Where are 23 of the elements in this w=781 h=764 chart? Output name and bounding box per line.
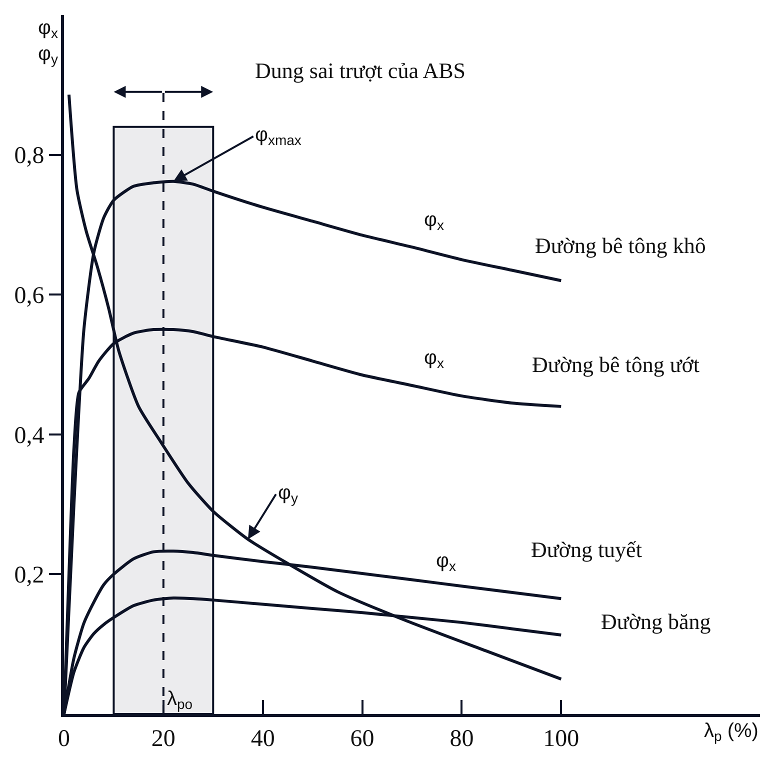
y-tick-label: 0,4 — [14, 422, 44, 449]
series-label: Đường băng — [601, 609, 711, 634]
x-tick-label: 80 — [450, 726, 474, 752]
series-label: Đường bê tông khô — [535, 233, 706, 258]
x-axis-title: λ$_{p}$ (%) — [704, 720, 758, 744]
x-tick-label: 40 — [250, 726, 275, 752]
annotation: φ$_{x}$ — [424, 347, 444, 372]
y-tick-label: 0,6 — [14, 283, 44, 309]
y-tick-label: 0,2 — [14, 562, 44, 589]
ref-line-label: λ$_{po}$ — [167, 688, 193, 712]
annotation: φ$_{x}$ — [424, 209, 444, 234]
band-label: Dung sai trượt của ABS — [255, 58, 466, 83]
x-tick-label: 100 — [543, 726, 580, 752]
x-tick-label: 20 — [151, 726, 176, 752]
annotation: φ$_{x}$ — [436, 550, 456, 574]
annotation: φ$_{xmax}$ — [255, 124, 302, 148]
x-tick-label: 60 — [350, 726, 374, 752]
series-label: Đường tuyết — [531, 537, 642, 562]
series-label: Đường bê tông ướt — [532, 352, 700, 377]
y-tick-label: 0,8 — [14, 143, 44, 170]
y-axis-title: φ$_{x}$ φ$_{y}$ — [38, 17, 58, 68]
annotation: φ$_{y}$ — [278, 482, 298, 506]
x-tick-label: 0 — [58, 726, 70, 752]
